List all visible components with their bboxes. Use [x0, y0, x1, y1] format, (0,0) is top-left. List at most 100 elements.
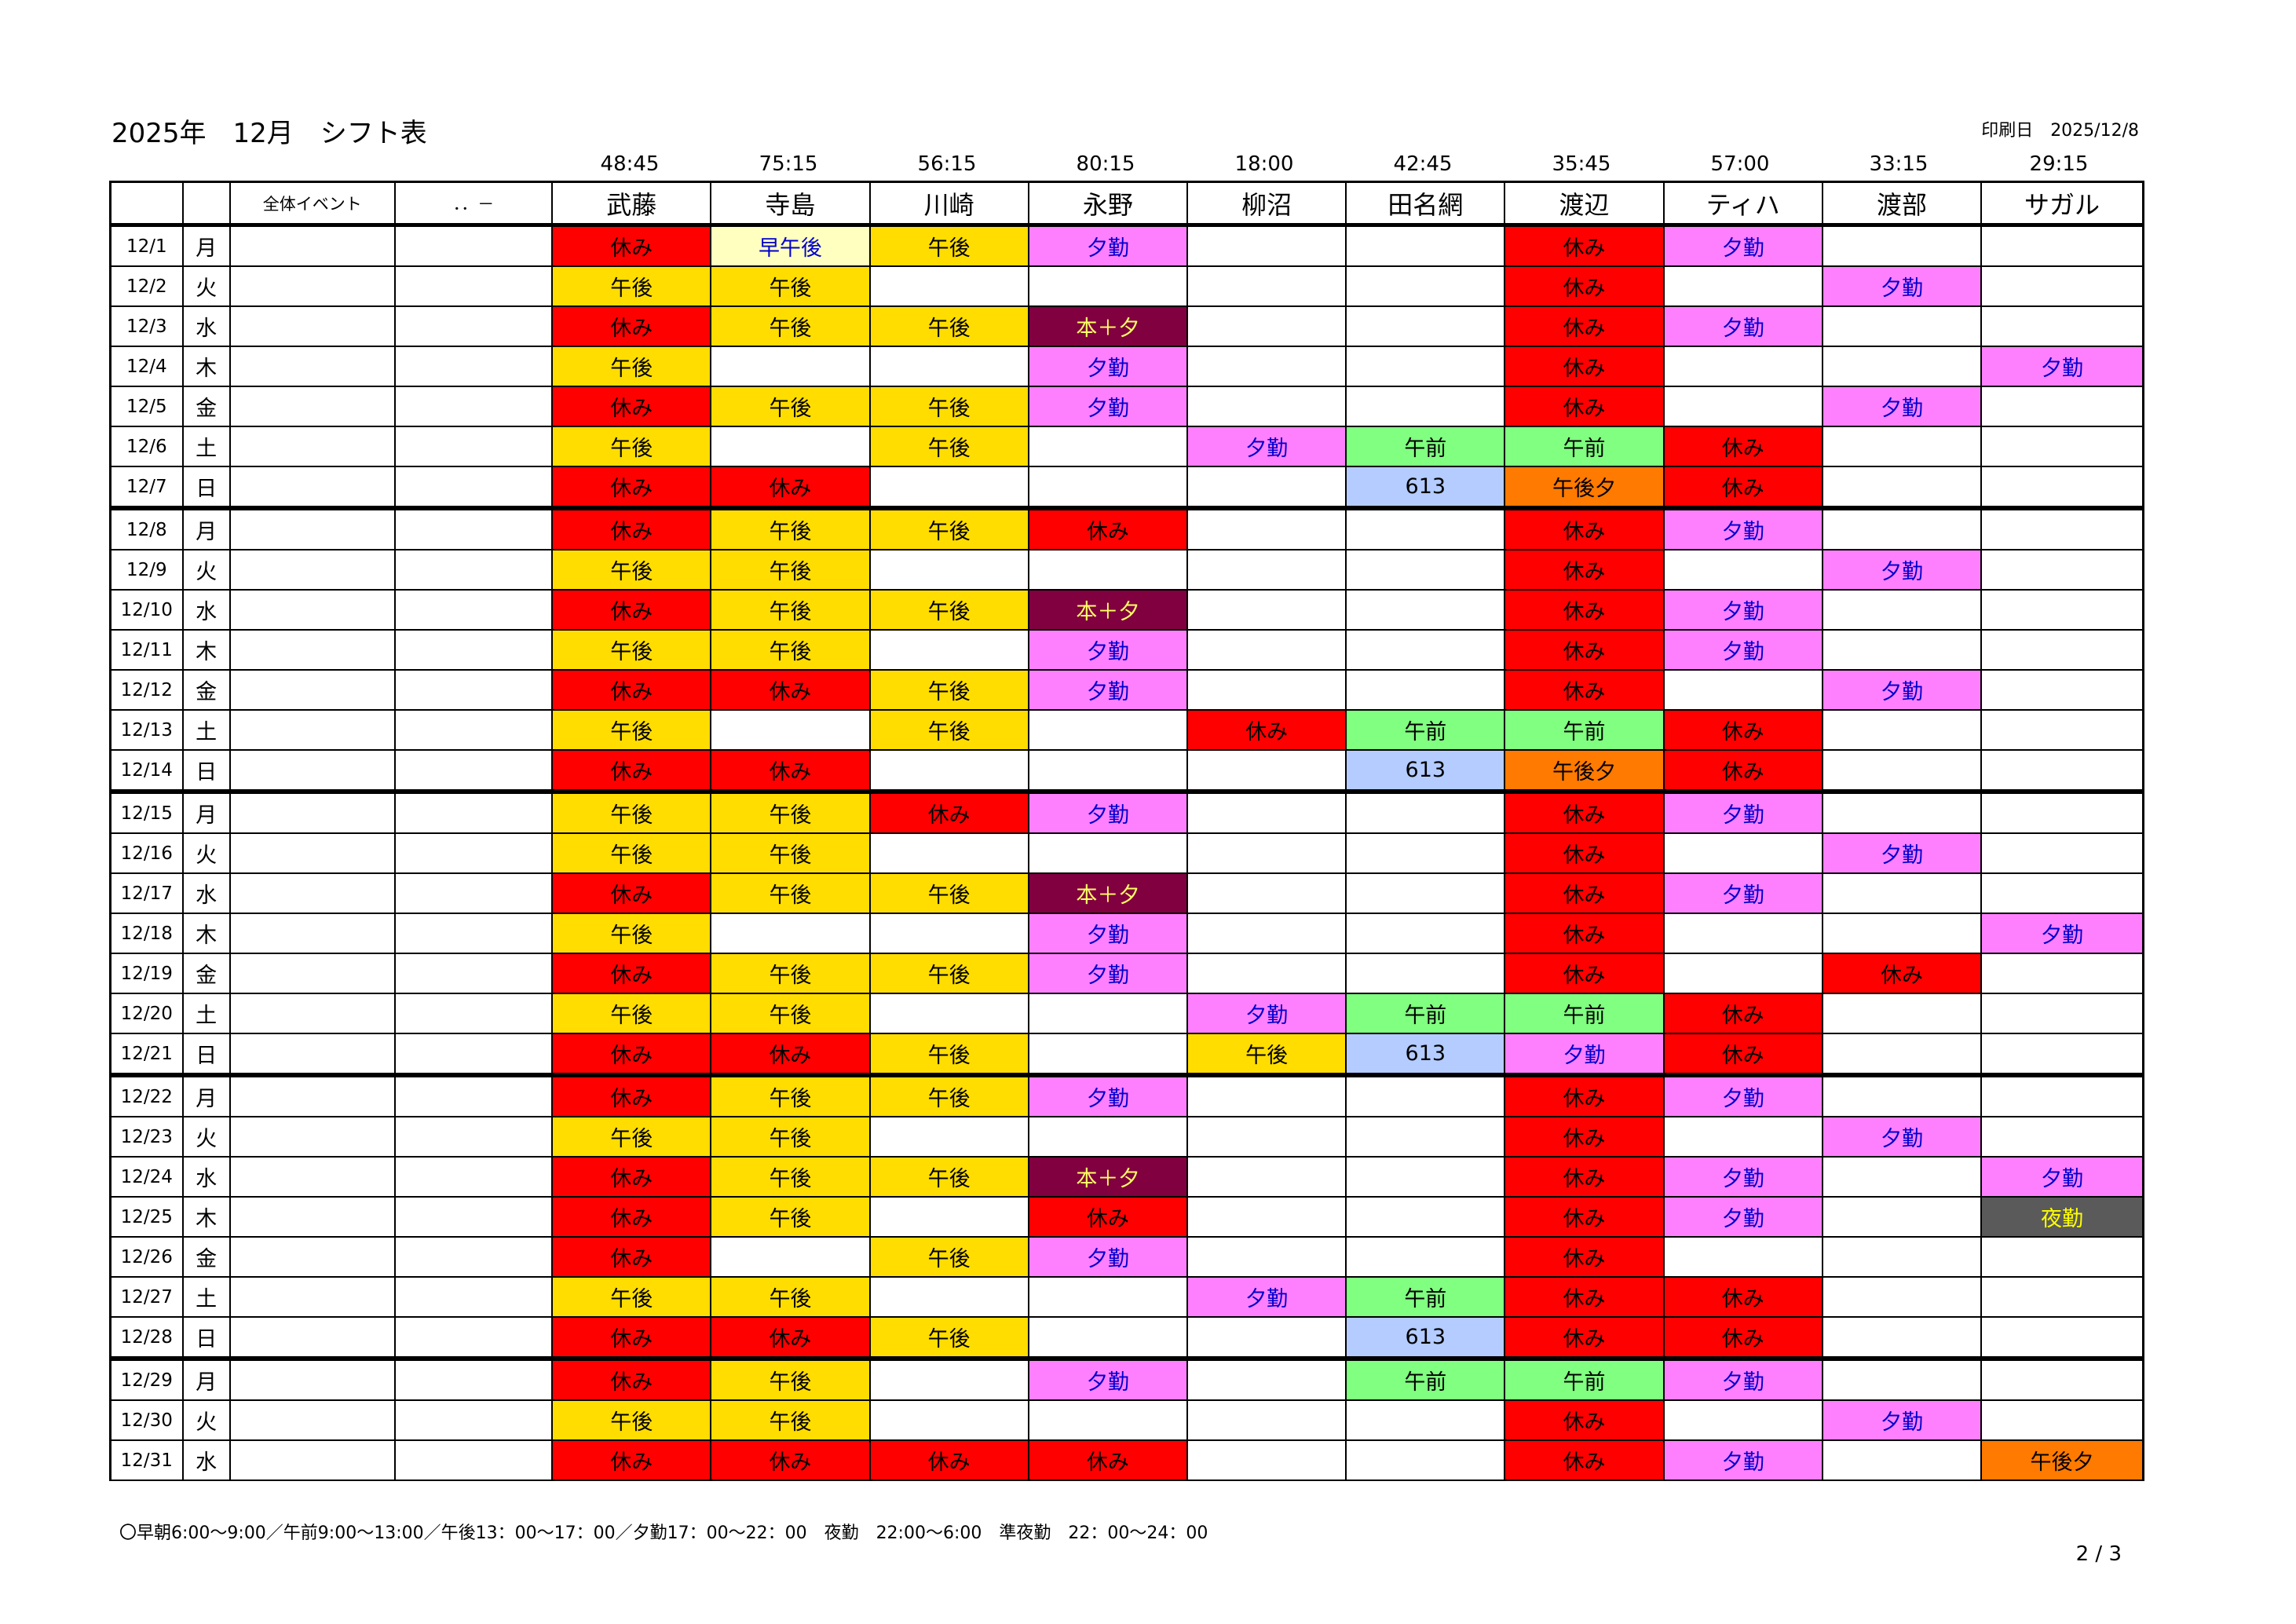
shift-cell	[1980, 749, 2145, 792]
shift-cell	[1345, 346, 1506, 387]
shift-cell	[868, 749, 1029, 792]
table-row: 12/16 火 午後 午後 休み 夕勤	[108, 832, 2145, 874]
shift-cell: 休み	[551, 1073, 712, 1117]
shift-cell	[1345, 549, 1506, 591]
shift-cell: 613	[1345, 749, 1506, 792]
extra-cell	[393, 506, 554, 550]
shift-cell	[1345, 386, 1506, 427]
shift-cell	[1662, 1236, 1823, 1278]
date-cell: 12/11	[108, 629, 184, 671]
extra-cell	[393, 265, 554, 307]
shift-cell	[1980, 506, 2145, 550]
header-dow-cell	[181, 181, 231, 227]
shift-cell: 午後	[710, 386, 871, 427]
shift-cell: 午後	[551, 993, 712, 1034]
shift-cell: 午前	[1345, 709, 1506, 751]
shift-cell: 夕勤	[1027, 1236, 1188, 1278]
shift-cell: 午後	[710, 305, 871, 347]
employee-hours-8: 57:00	[1710, 152, 1770, 176]
weekday-cell: 金	[181, 669, 231, 711]
shift-cell: 夕勤	[1980, 913, 2145, 954]
event-cell	[229, 629, 396, 671]
shift-cell: 午後	[551, 629, 712, 671]
weekday-cell: 金	[181, 953, 231, 994]
extra-cell	[393, 305, 554, 347]
shift-cell: 午後	[868, 224, 1029, 267]
shift-cell	[868, 346, 1029, 387]
shift-cell	[868, 1356, 1029, 1401]
extra-cell	[393, 549, 554, 591]
table-row: 12/24 水休み 午後 午後 本＋夕 休み 夕勤 夕勤	[108, 1156, 2145, 1198]
shift-cell	[1980, 953, 2145, 994]
table-row: 12/30 火 午後 午後 休み 夕勤	[108, 1399, 2145, 1441]
weekday-cell: 水	[181, 1156, 231, 1198]
weekday-cell: 木	[181, 913, 231, 954]
date-cell: 12/22	[108, 1073, 184, 1117]
shift-cell: 本＋夕	[1027, 589, 1188, 631]
shift-cell: 午後	[868, 426, 1029, 467]
shift-cell: 午後	[868, 305, 1029, 347]
event-cell	[229, 549, 396, 591]
shift-cell	[1821, 789, 1983, 834]
shift-cell	[1980, 305, 2145, 347]
employee-hours-6: 42:45	[1393, 152, 1453, 176]
event-cell	[229, 749, 396, 792]
shift-cell	[1186, 346, 1347, 387]
employee-name-8: ティハ	[1662, 181, 1823, 227]
shift-cell: 夕勤	[1662, 872, 1823, 914]
extra-cell	[393, 669, 554, 711]
table-row: 12/17 水休み 午後 午後 本＋夕 休み 夕勤	[108, 872, 2145, 914]
shift-cell	[1345, 1116, 1506, 1158]
shift-cell	[1027, 749, 1188, 792]
shift-cell: 午後夕	[1980, 1439, 2145, 1481]
employee-hours-7: 35:45	[1552, 152, 1611, 176]
extra-cell	[393, 789, 554, 834]
shift-cell	[1186, 1399, 1347, 1441]
shift-cell: 午後	[551, 832, 712, 874]
date-cell: 12/1	[108, 224, 184, 267]
shift-cell: 休み	[710, 749, 871, 792]
date-cell: 12/19	[108, 953, 184, 994]
table-row: 12/22 月休み 午後 午後 夕勤 休み 夕勤	[108, 1073, 2145, 1117]
shift-cell	[1186, 1116, 1347, 1158]
page-title: 2025年 12月 シフト表	[112, 118, 427, 149]
shift-cell	[1345, 1196, 1506, 1238]
shift-cell: 午前	[1504, 426, 1665, 467]
shift-cell: 午後	[710, 789, 871, 834]
extra-cell	[393, 832, 554, 874]
shift-cell: 午前	[1345, 993, 1506, 1034]
shift-cell: 午後	[868, 1156, 1029, 1198]
event-cell	[229, 305, 396, 347]
shift-cell	[1821, 629, 1983, 671]
event-cell	[229, 224, 396, 267]
table-row: 12/2 火 午後 午後 休み 夕勤	[108, 265, 2145, 307]
date-cell: 12/2	[108, 265, 184, 307]
date-cell: 12/26	[108, 1236, 184, 1278]
event-cell	[229, 1356, 396, 1401]
shift-cell: 休み	[1504, 913, 1665, 954]
shift-cell	[1980, 224, 2145, 267]
table-row: 12/10 水休み 午後 午後 本＋夕 休み 夕勤	[108, 589, 2145, 631]
date-cell: 12/15	[108, 789, 184, 834]
shift-cell: 夜勤	[1980, 1196, 2145, 1238]
shift-cell: 午後	[710, 1196, 871, 1238]
event-cell	[229, 1033, 396, 1076]
weekday-cell: 月	[181, 506, 231, 550]
event-cell	[229, 872, 396, 914]
shift-cell	[1980, 1276, 2145, 1318]
shift-cell	[868, 913, 1029, 954]
table-row: 12/6 土午後 午後 夕勤 午前 午前 休み	[108, 426, 2145, 467]
weekday-cell: 金	[181, 386, 231, 427]
shift-cell: 午後	[1186, 1033, 1347, 1076]
shift-cell	[1186, 506, 1347, 550]
shift-table: 全体イベント ．．－ 武藤 寺島 川崎 永野 柳沼 田名網 渡辺 ティハ 渡部 サガル 12/1 月…	[108, 181, 2145, 1481]
weekday-cell: 火	[181, 832, 231, 874]
date-cell: 12/31	[108, 1439, 184, 1481]
table-row: 12/12 金休み 休み 午後 夕勤 休み 夕勤	[108, 669, 2145, 711]
shift-cell: 午後	[551, 549, 712, 591]
shift-cell: 休み	[1662, 1033, 1823, 1076]
shift-cell: 休み	[1504, 549, 1665, 591]
shift-cell	[1345, 305, 1506, 347]
employee-hours-4: 80:15	[1076, 152, 1135, 176]
shift-cell: 午後	[710, 872, 871, 914]
